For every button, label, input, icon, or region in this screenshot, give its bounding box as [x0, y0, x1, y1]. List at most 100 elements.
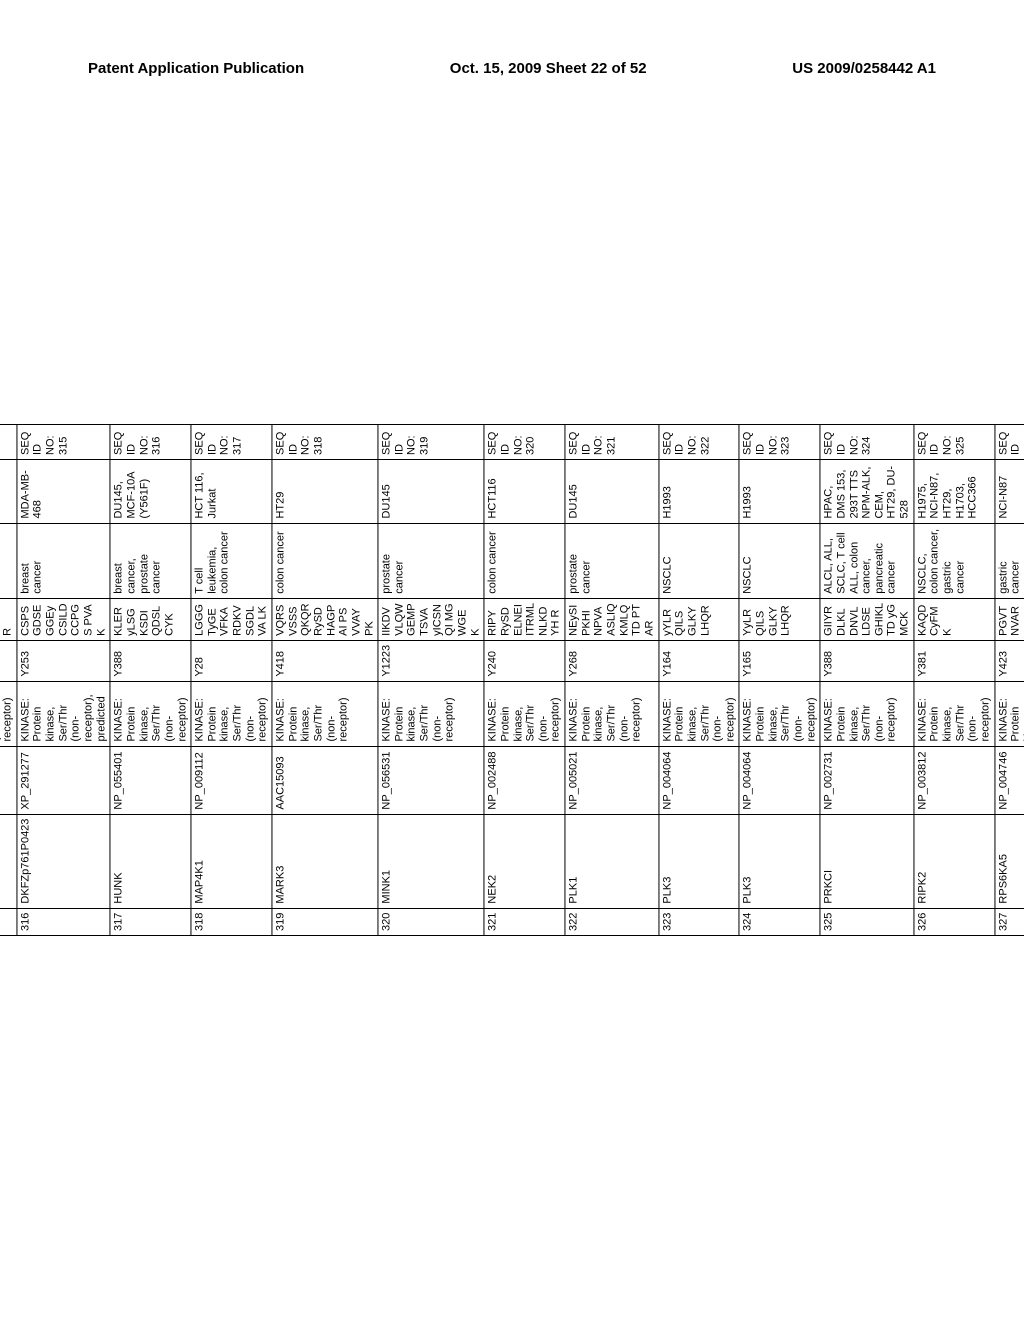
kinase-type: KINASE: Protein kinase, Ser/Thr (non-rec…	[110, 681, 191, 746]
row-index: 323	[659, 908, 740, 935]
row-index: 326	[914, 908, 995, 935]
phospho-site: Y423	[995, 640, 1024, 681]
accession-number: NP_056531	[378, 746, 484, 814]
peptide-sequence: PGVTNVARSAMMKDSPFYQHy DLDLKDK	[995, 598, 1024, 640]
kinase-type: KINASE: Protein kinase, Ser/Thr (non-rec…	[484, 681, 565, 746]
cell-lines: DU145	[378, 459, 484, 523]
kinase-type: KINASE: Protein kinase, Ser/Thr (non-rec…	[914, 681, 995, 746]
disease-association: prostate cancer	[565, 523, 658, 598]
disease-association: NSCLC	[0, 523, 17, 598]
row-index: 316	[17, 908, 110, 935]
disease-association: NSCLC	[739, 523, 820, 598]
accession-number: NP_003812	[914, 746, 995, 814]
seq-id: SEQ ID NO: 317	[191, 425, 272, 460]
phospho-site: Y1223	[378, 640, 484, 681]
peptide-sequence: yYLRQILSGLKYLHQR	[659, 598, 740, 640]
phospho-site: Y381	[914, 640, 995, 681]
row-index: 315	[0, 908, 17, 935]
phospho-site: Y418	[272, 640, 378, 681]
kinase-type: KINASE: Protein kinase, Ser/Thr (non-rec…	[272, 681, 378, 746]
peptide-sequence: KAQDCyFMK	[914, 598, 995, 640]
row-index: 322	[565, 908, 658, 935]
disease-association: prostate cancer	[378, 523, 484, 598]
peptide-sequence: GIIYRDLKLDNVLLDSEGHIKLTD yGMCK	[820, 598, 913, 640]
table-row: 315CDC42BPBNP_006026KINASE: Protein kina…	[0, 425, 17, 936]
accession-number: NP_004064	[659, 746, 740, 814]
gene-name: PLK1	[565, 814, 658, 908]
cell-lines: MDA-MB-468	[17, 459, 110, 523]
row-index: 318	[191, 908, 272, 935]
seq-id: SEQ ID NO: 315	[17, 425, 110, 460]
seq-id: SEQ ID NO: 318	[272, 425, 378, 460]
kinase-type: KINASE: Protein kinase, Ser/Thr (non-rec…	[191, 681, 272, 746]
row-index: 317	[110, 908, 191, 935]
row-index: 321	[484, 908, 565, 935]
row-index: 320	[378, 908, 484, 935]
seq-id: SEQ ID NO: 314	[0, 425, 17, 460]
peptide-sequence: LGGGTyGEVFKARDKVSGDLVA LK	[191, 598, 272, 640]
accession-number: NP_005021	[565, 746, 658, 814]
table-row: 327RPS6KA5NP_004746KINASE: Protein kinas…	[995, 425, 1024, 936]
table-row: 319MARK3AAC15093KINASE: Protein kinase, …	[272, 425, 378, 936]
seq-id: SEQ ID NO: 324	[820, 425, 913, 460]
seq-id: SEQ ID NO: 322	[659, 425, 740, 460]
seq-id: SEQ ID NO: 319	[378, 425, 484, 460]
row-index: 319	[272, 908, 378, 935]
gene-name: PLK3	[739, 814, 820, 908]
table-row: 324PLK3NP_004064KINASE: Protein kinase, …	[739, 425, 820, 936]
gene-name: NEK2	[484, 814, 565, 908]
table-row: 318MAP4K1NP_009112KINASE: Protein kinase…	[191, 425, 272, 936]
kinase-type: KINASE: Protein kinase, Ser/Thr (non-rec…	[820, 681, 913, 746]
table-row: 326RIPK2NP_003812KINASE: Protein kinase,…	[914, 425, 995, 936]
disease-association: ALCL, ALL, SCLC, T cell ALL, colon cance…	[820, 523, 913, 598]
peptide-sequence: VQRSVSSSQKQRRySDHAGPAI PSVVAYPK	[272, 598, 378, 640]
peptide-sequence: CSPSGDSEGGEyCSILDCCPGS PVAK	[17, 598, 110, 640]
row-index: 325	[820, 908, 913, 935]
accession-number: NP_055401	[110, 746, 191, 814]
kinase-type: KINASE: Protein kinase, Ser/Thr (non-rec…	[739, 681, 820, 746]
disease-association: NSCLC, colon cancer, gastric cancer	[914, 523, 995, 598]
accession-number: AAC15093	[272, 746, 378, 814]
gene-name: PLK3	[659, 814, 740, 908]
disease-association: breast cancer	[17, 523, 110, 598]
peptide-sequence: NKPyISWPSSGGSEPSVTVPLR	[0, 598, 17, 640]
phospho-site: Y28	[191, 640, 272, 681]
cell-lines: H1993	[659, 459, 740, 523]
peptide-sequence: YyLRQILSGLKYLHQR	[739, 598, 820, 640]
accession-number: NP_004746	[995, 746, 1024, 814]
peptide-sequence: KLERyLSGKSDIQDSLCYK	[110, 598, 191, 640]
kinase-type: KINASE: Protein kinase, Ser/Thr (non-rec…	[378, 681, 484, 746]
phospho-site: Y253	[17, 640, 110, 681]
cell-lines: H1993, H2347	[0, 459, 17, 523]
kinase-type: KINASE: Protein kinase, Ser/Thr (non-rec…	[995, 681, 1024, 746]
seq-id: SEQ ID NO: 316	[110, 425, 191, 460]
peptide-sequence: IIKDVVLQWGEMPTSVAyICSNQI MGWGEK	[378, 598, 484, 640]
disease-association: T cell leukemia, colon cancer	[191, 523, 272, 598]
gene-name: MAP4K1	[191, 814, 272, 908]
row-index: 324	[739, 908, 820, 935]
accession-number: NP_006026	[0, 746, 17, 814]
accession-number: NP_002488	[484, 746, 565, 814]
phospho-site: Y240	[484, 640, 565, 681]
gene-name: HUNK	[110, 814, 191, 908]
seq-id: SEQ ID NO: 326	[995, 425, 1024, 460]
gene-name: DKFZp761P0423	[17, 814, 110, 908]
gene-name: PRKCI	[820, 814, 913, 908]
kinase-type: KINASE: Protein kinase, Ser/Thr (non-rec…	[565, 681, 658, 746]
seq-id: SEQ ID NO: 321	[565, 425, 658, 460]
phospho-site: Y164	[659, 640, 740, 681]
table-row: 316DKFZp761P0423XP_291277KINASE: Protein…	[17, 425, 110, 936]
page-header: Patent Application Publication Oct. 15, …	[0, 60, 1024, 77]
seq-id: SEQ ID NO: 323	[739, 425, 820, 460]
kinase-type: KINASE: Protein kinase, Ser/Thr (non-rec…	[0, 681, 17, 746]
gene-name: RIPK2	[914, 814, 995, 908]
row-index: 327	[995, 908, 1024, 935]
gene-name: MARK3	[272, 814, 378, 908]
header-left: Patent Application Publication	[88, 60, 304, 77]
cell-lines: NCI-N87	[995, 459, 1024, 523]
gene-name: CDC42BPB	[0, 814, 17, 908]
accession-number: XP_291277	[17, 746, 110, 814]
phospho-site: Y388	[110, 640, 191, 681]
peptide-sequence: RIPYRySDELNEIITRMLNLKDYH R	[484, 598, 565, 640]
cell-lines: HT29	[272, 459, 378, 523]
